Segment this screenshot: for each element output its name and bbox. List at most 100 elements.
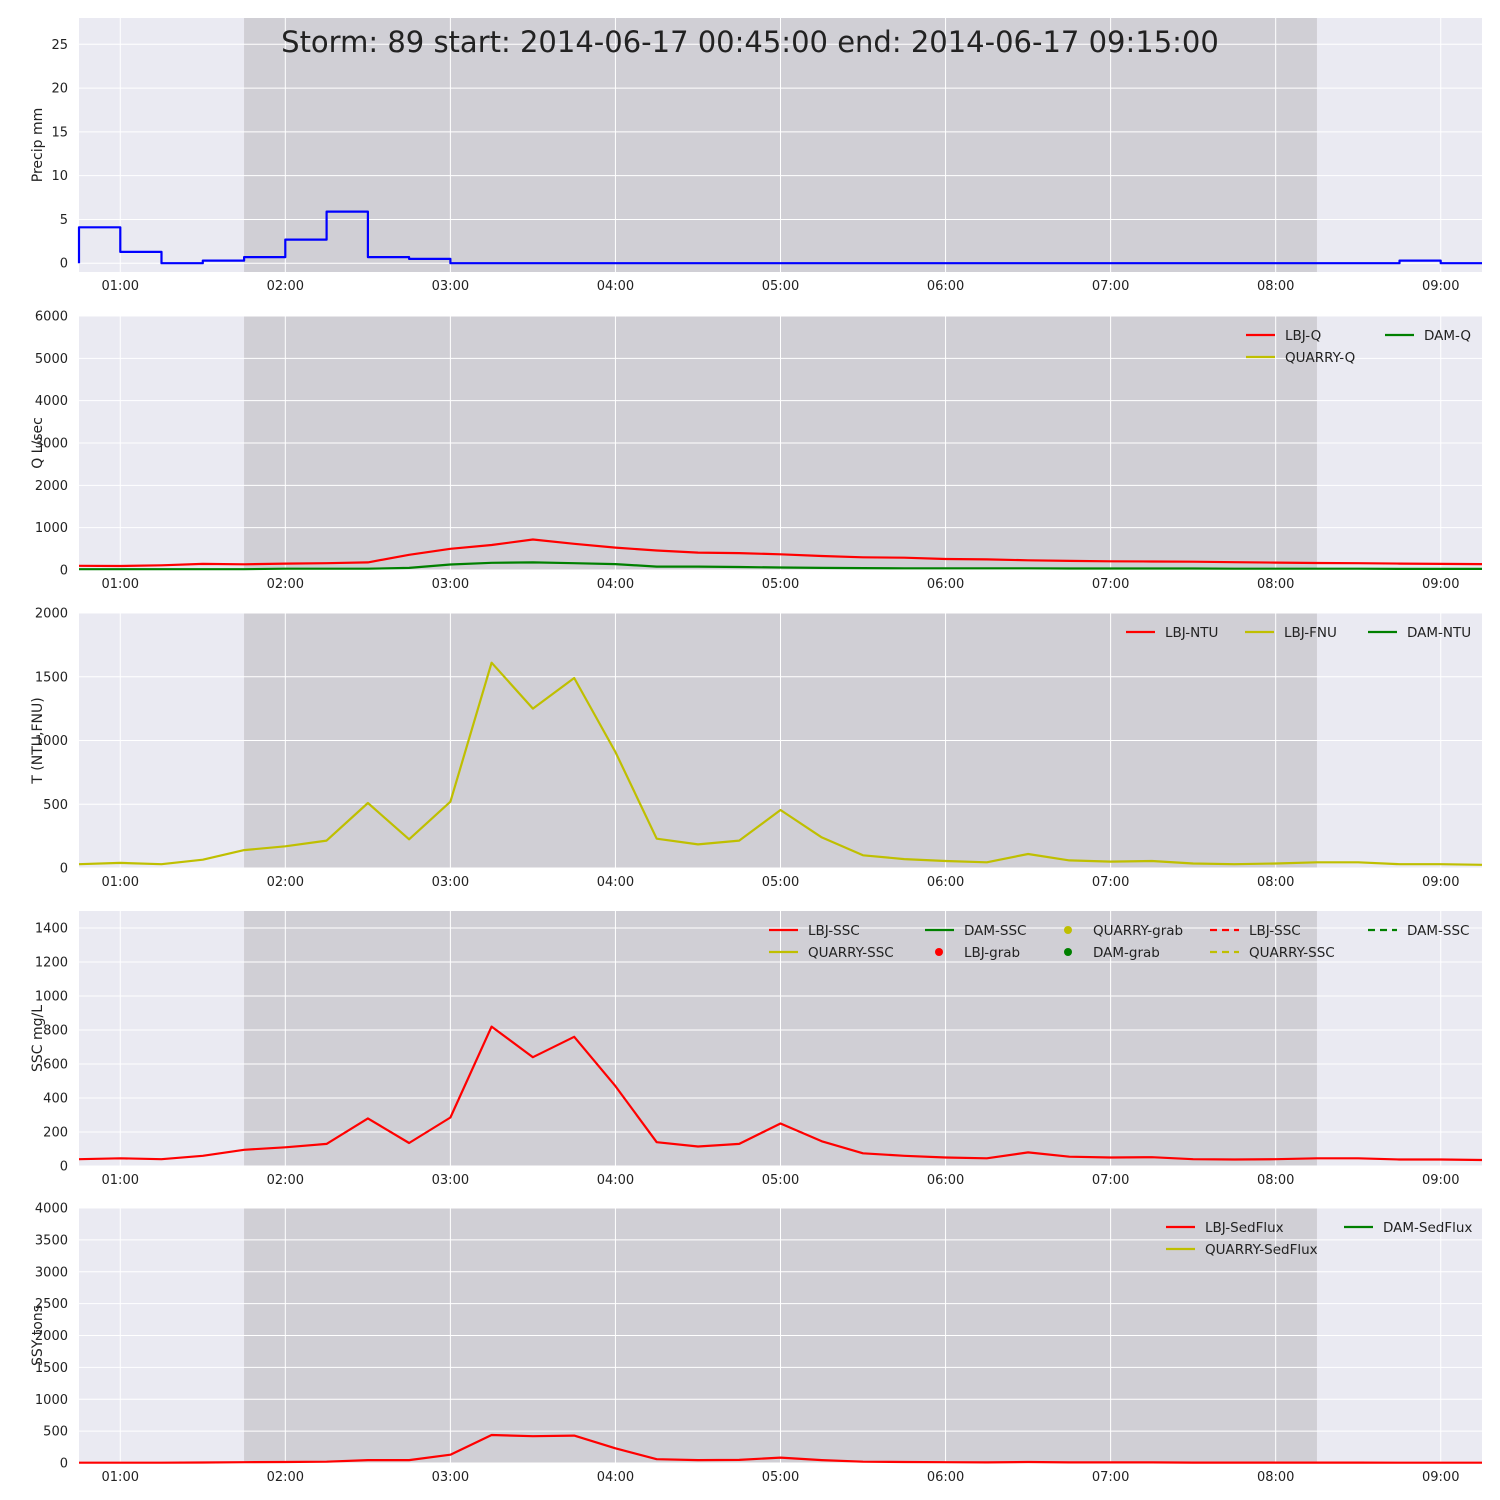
legend-entry: DAM-Q	[1385, 328, 1471, 344]
y-tick-label: 3000	[35, 1265, 68, 1280]
y-axis-label: T (NTU,FNU)	[30, 697, 46, 784]
x-tick-label: 03:00	[432, 577, 469, 592]
y-tick-label: 0	[60, 257, 68, 272]
y-axis-label: Precip mm	[30, 108, 46, 182]
legend-label: DAM-SSC	[964, 923, 1026, 939]
x-tick-label: 01:00	[102, 1173, 139, 1188]
x-tick-label: 01:00	[102, 1470, 139, 1485]
x-tick-label: 05:00	[762, 875, 799, 890]
legend-label: LBJ-FNU	[1284, 625, 1337, 641]
legend-marker	[935, 948, 943, 956]
y-tick-label: 1000	[35, 521, 68, 536]
legend-label: LBJ-SSC	[808, 923, 860, 939]
x-tick-label: 05:00	[762, 279, 799, 294]
series-line-lbj-sedflux	[79, 1433, 1482, 1464]
legend-entry: DAM-NTU	[1368, 625, 1471, 641]
x-tick-label: 08:00	[1257, 279, 1294, 294]
y-axis-label: SSY tons	[30, 1305, 46, 1366]
legend-label: DAM-grab	[1093, 945, 1160, 961]
x-tick-label: 06:00	[927, 577, 964, 592]
y-tick-label: 1500	[35, 670, 68, 685]
x-tick-label: 02:00	[267, 875, 304, 890]
y-tick-label: 0	[60, 862, 68, 877]
y-tick-label: 800	[43, 1024, 68, 1039]
y-tick-label: 3500	[35, 1233, 68, 1248]
x-tick-label: 09:00	[1422, 875, 1459, 890]
x-tick-label: 01:00	[102, 279, 139, 294]
x-tick-label: 03:00	[432, 1470, 469, 1485]
series-line-lbj-fnu	[78, 661, 1483, 866]
series-line-precip	[77, 210, 1482, 265]
series-line-lbj-q	[78, 538, 1483, 568]
legend-label: QUARRY-Q	[1285, 350, 1355, 366]
y-axis-label: Q L/sec	[30, 417, 46, 469]
x-tick-label: 02:00	[267, 279, 304, 294]
y-tick-label: 1000	[35, 734, 68, 749]
x-tick-label: 05:00	[762, 1173, 799, 1188]
y-tick-label: 15	[51, 125, 68, 140]
legend-label: DAM-SedFlux	[1383, 1220, 1472, 1236]
y-tick-label: 0	[60, 1160, 68, 1175]
legend-entry: LBJ-SedFlux	[1166, 1220, 1284, 1236]
x-tick-label: 07:00	[1092, 1173, 1129, 1188]
legend-entry: LBJ-Q	[1246, 328, 1321, 344]
y-tick-label: 1000	[35, 990, 68, 1005]
panel-5: 0 500 1000 1500 2000 2500 3000 3500 4000 01:00 02:…	[30, 1202, 1482, 1485]
y-tick-label: 200	[43, 1126, 68, 1141]
legend-label: DAM-Q	[1424, 328, 1471, 344]
x-tick-label: 08:00	[1257, 577, 1294, 592]
x-tick-label: 07:00	[1092, 279, 1129, 294]
legend-marker	[1064, 948, 1072, 956]
y-tick-label: 2000	[35, 479, 68, 494]
legend-label: LBJ-SSC	[1249, 923, 1301, 939]
panel-4: 0 200 400 600 800 1000 1200 1400 01:00 02:00 03:00…	[30, 911, 1483, 1188]
y-tick-label: 0	[60, 1457, 68, 1472]
series-line-dam-q	[79, 561, 1482, 571]
legend-entry: LBJ-SSC	[1210, 923, 1301, 939]
legend-label: QUARRY-SSC	[1249, 945, 1335, 961]
legend-entry: QUARRY-SSC	[1210, 945, 1335, 961]
legend-entry: DAM-SedFlux	[1344, 1220, 1472, 1236]
y-tick-label: 500	[43, 798, 68, 813]
legend-label: LBJ-Q	[1285, 328, 1321, 344]
x-tick-label: 03:00	[432, 1173, 469, 1188]
y-tick-label: 1400	[35, 922, 68, 937]
x-tick-label: 02:00	[267, 1470, 304, 1485]
legend-label: LBJ-grab	[964, 945, 1020, 961]
x-tick-label: 03:00	[432, 875, 469, 890]
legend-label: QUARRY-SedFlux	[1205, 1242, 1318, 1258]
y-tick-label: 2000	[35, 1329, 68, 1344]
legend-entry: LBJ-SSC	[769, 923, 860, 939]
x-tick-label: 08:00	[1257, 1173, 1294, 1188]
x-tick-label: 04:00	[597, 875, 634, 890]
y-tick-label: 4000	[35, 394, 68, 409]
y-axis-label: SSC mg/L	[30, 1005, 46, 1072]
x-tick-label: 02:00	[267, 1173, 304, 1188]
x-tick-label: 09:00	[1422, 279, 1459, 294]
legend: LBJ-SedFlux DAM-SedFlux QUARRY-SedFlux	[1166, 1220, 1472, 1258]
x-tick-label: 07:00	[1092, 1470, 1129, 1485]
y-tick-label: 6000	[35, 310, 68, 325]
chart-title: Storm: 89 start: 2014-06-17 00:45:00 end…	[281, 25, 1219, 59]
legend-entry: LBJ-NTU	[1126, 625, 1218, 641]
panel-2: 0 1000 2000 3000 4000 5000 6000 01:00 02:00 03:00…	[30, 310, 1483, 592]
x-tick-label: 01:00	[102, 875, 139, 890]
x-tick-label: 02:00	[267, 577, 304, 592]
x-tick-label: 08:00	[1257, 875, 1294, 890]
x-tick-label: 04:00	[597, 577, 634, 592]
x-tick-label: 06:00	[927, 279, 964, 294]
x-tick-label: 07:00	[1092, 875, 1129, 890]
x-tick-label: 08:00	[1257, 1470, 1294, 1485]
y-tick-label: 1000	[35, 1393, 68, 1408]
y-tick-label: 1200	[35, 956, 68, 971]
legend: LBJ-NTU LBJ-FNU DAM-NTU	[1126, 625, 1471, 641]
panel-1: 0 5 10 15 20 25 01:00 02:00 03:00 04:00 05:00 06:00…	[30, 18, 1482, 294]
y-tick-label: 400	[43, 1092, 68, 1107]
legend-label: QUARRY-grab	[1093, 923, 1183, 939]
legend-label: LBJ-SedFlux	[1205, 1220, 1284, 1236]
panel-3: 0 500 1000 1500 2000 01:00 02:00 03:00 04:00 05:0…	[30, 607, 1483, 890]
legend-label: QUARRY-SSC	[808, 945, 894, 961]
x-tick-label: 04:00	[597, 279, 634, 294]
legend: LBJ-SSC DAM-SSC QUARRY-grab LBJ-SSC DAM-SSC Q…	[769, 923, 1469, 961]
legend: LBJ-Q DAM-Q QUARRY-Q	[1246, 328, 1471, 366]
